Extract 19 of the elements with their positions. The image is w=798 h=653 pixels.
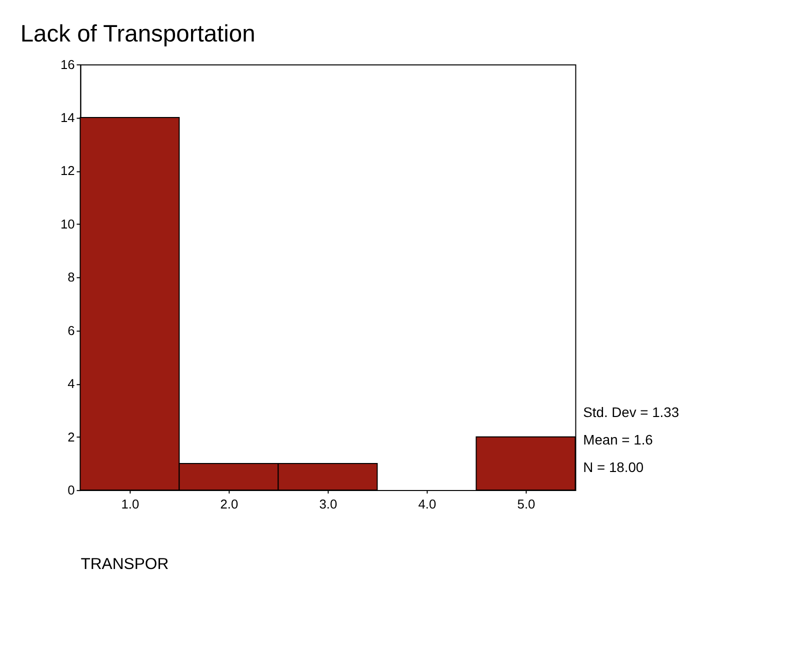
y-tick-label: 4: [68, 376, 75, 392]
text: Std. Dev = 1.33: [583, 404, 680, 420]
x-tick-label: 4.0: [418, 496, 436, 512]
y-tick-label: 12: [60, 163, 75, 178]
y-tick-label: 0: [68, 482, 75, 498]
chart-title: Lack of Transportation: [20, 20, 256, 48]
x-tick-label: 1.0: [121, 496, 140, 512]
x-axis-title: TRANSPOR: [80, 556, 169, 573]
text: Mean = 1.6: [583, 432, 654, 448]
y-tick-label: 6: [68, 322, 75, 338]
x-tick-label: 5.0: [517, 496, 536, 512]
x-tick-label: 2.0: [220, 496, 238, 512]
y-tick-label: 2: [68, 429, 75, 444]
text: N = 18.00: [583, 459, 644, 476]
x-tick-label: 3.0: [319, 496, 338, 512]
y-tick-label: 10: [60, 216, 75, 232]
y-tick-label: 14: [60, 110, 75, 126]
y-tick-label: 16: [60, 56, 75, 72]
y-tick-label: 8: [68, 270, 75, 285]
